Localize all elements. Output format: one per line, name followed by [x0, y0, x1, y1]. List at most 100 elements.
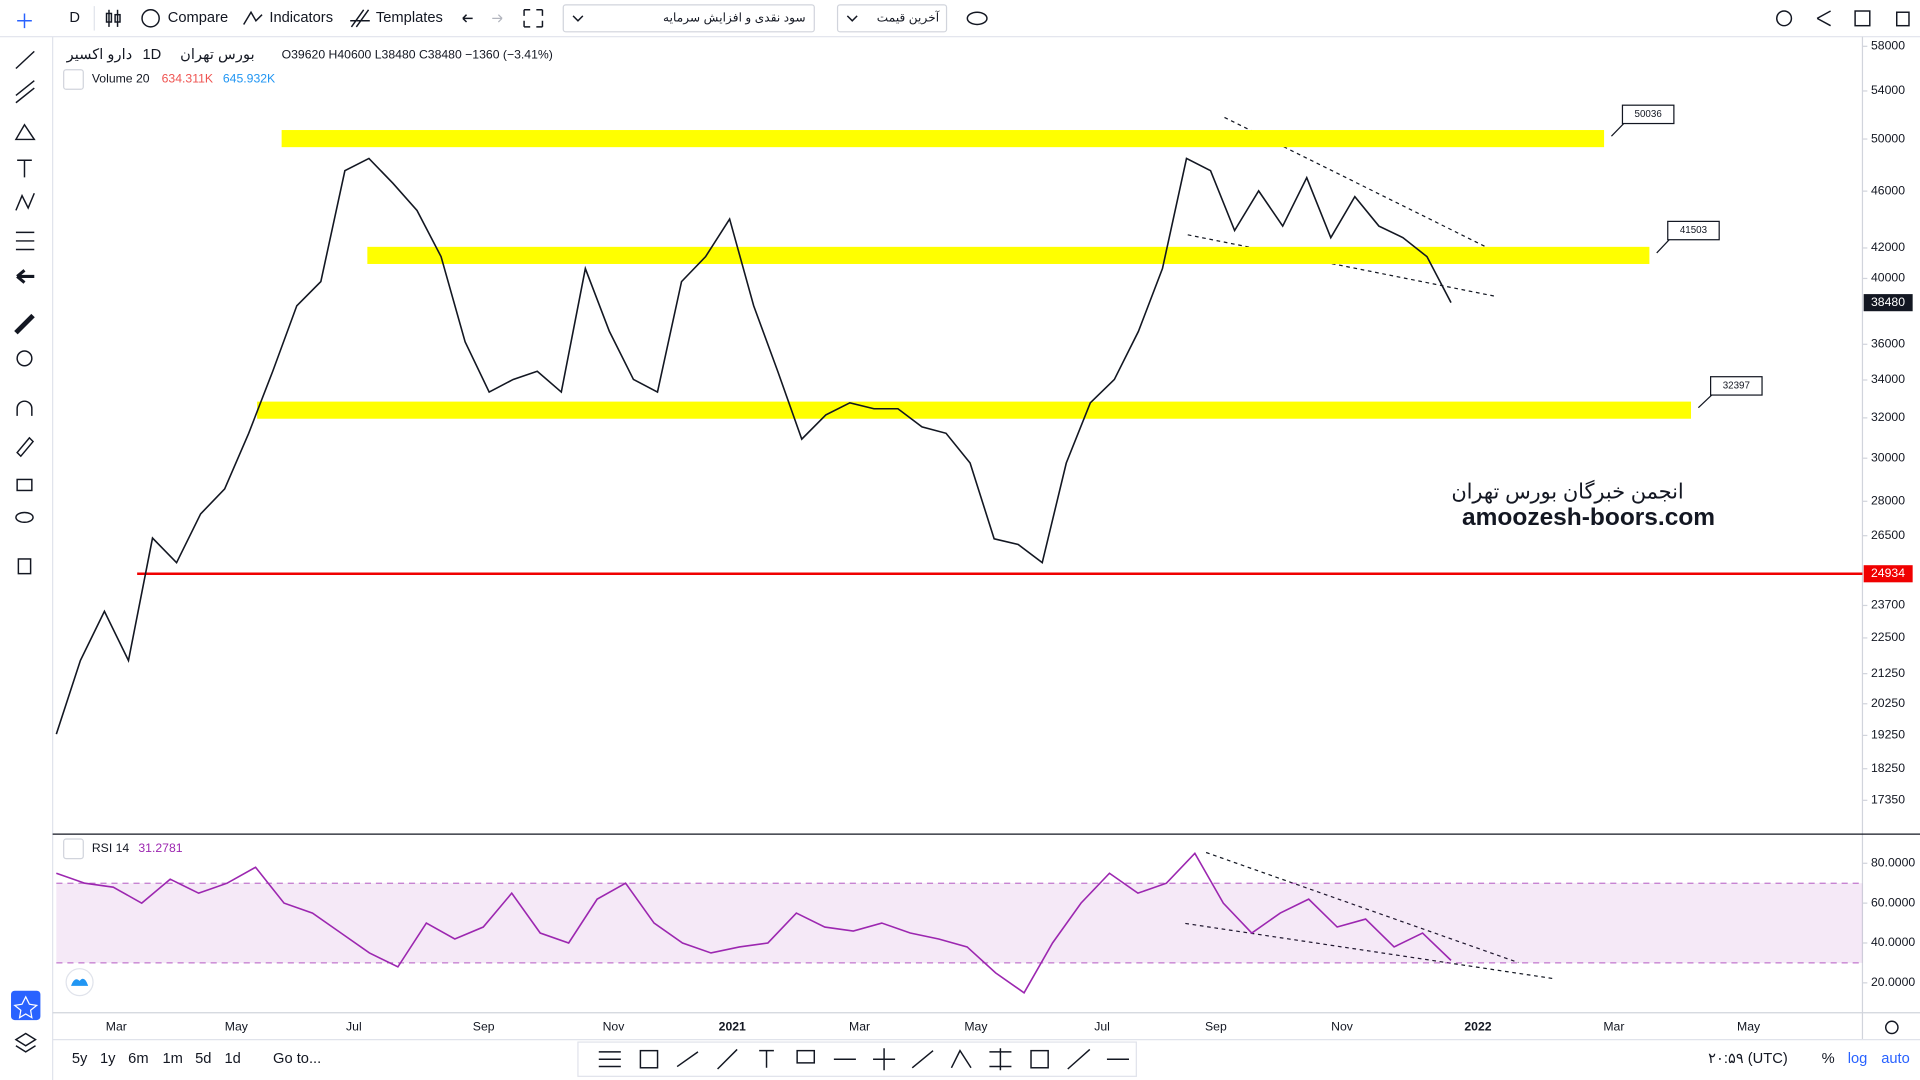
- tool[interactable]: [989, 1048, 1012, 1071]
- layers-button[interactable]: [14, 1032, 37, 1053]
- level-label: 32397: [1723, 380, 1750, 391]
- x-tick-label: Nov: [1331, 1020, 1354, 1034]
- x-tick-label: May: [964, 1020, 988, 1034]
- remove-tool[interactable]: [17, 558, 32, 575]
- lock-drawing-tool[interactable]: [16, 436, 35, 458]
- support-axis-label: 24934: [1871, 566, 1905, 580]
- collapse-button[interactable]: [63, 838, 84, 860]
- templates-button[interactable]: Templates: [376, 10, 443, 26]
- y-tick-label: 46000: [1871, 183, 1905, 197]
- tool[interactable]: [796, 1049, 816, 1064]
- crosshair-tool[interactable]: [17, 13, 32, 29]
- rsi-tick-label: 40.0000: [1871, 935, 1915, 949]
- x-tick-label: Mar: [849, 1020, 870, 1034]
- range-button[interactable]: 5d: [195, 1051, 211, 1067]
- rsi-tick-label: 20.0000: [1871, 975, 1915, 989]
- legend-ohlc: O39620 H40600 L38480 C38480 −1360 (−3.41…: [282, 47, 553, 61]
- legend-symbol: دارو اکسیر: [66, 47, 133, 63]
- x-tick-label: 2022: [1464, 1020, 1491, 1034]
- tool[interactable]: [911, 1050, 934, 1069]
- rsi-line: [56, 851, 1452, 994]
- compare-icon[interactable]: [141, 9, 160, 28]
- tool[interactable]: [759, 1049, 774, 1068]
- magnet-tool[interactable]: [16, 400, 33, 416]
- hide-tool[interactable]: [15, 511, 34, 523]
- auto-toggle[interactable]: auto: [1881, 1051, 1910, 1067]
- tool[interactable]: [1030, 1049, 1049, 1069]
- ruler-tool[interactable]: [14, 313, 35, 335]
- level-label: 50036: [1635, 109, 1663, 120]
- rsi-label: RSI 14: [92, 841, 130, 855]
- undo-button[interactable]: [462, 14, 473, 23]
- tool[interactable]: [676, 1051, 699, 1068]
- legend-interval: 1D: [142, 47, 161, 63]
- y-tick-label: 30000: [1871, 450, 1905, 464]
- rsi-tick-label: 60.0000: [1871, 895, 1915, 909]
- symbol-dropdown-label: سود نقدی و افزایش سرمایه: [663, 11, 806, 25]
- share-button[interactable]: [1816, 10, 1831, 27]
- interval-button[interactable]: D: [69, 10, 80, 26]
- lock-tool[interactable]: [16, 478, 33, 492]
- trendline-tool[interactable]: [15, 50, 35, 70]
- tool[interactable]: [1067, 1048, 1091, 1070]
- indicators-icon[interactable]: [243, 10, 263, 25]
- y-tick-label: 17350: [1871, 793, 1905, 807]
- prediction-tool[interactable]: [15, 231, 35, 251]
- templates-icon[interactable]: [350, 9, 370, 28]
- level-band: [367, 246, 1650, 264]
- y-tick-label: 36000: [1871, 337, 1905, 351]
- range-button[interactable]: 1y: [100, 1051, 116, 1067]
- tool[interactable]: [950, 1049, 972, 1069]
- rsi-band: [56, 883, 1863, 963]
- compare-button[interactable]: Compare: [168, 10, 228, 26]
- y-tick-label: 50000: [1871, 131, 1905, 145]
- last-price-label: 38480: [1871, 295, 1905, 309]
- price-dropdown-label: آخرین قیمت: [877, 10, 940, 25]
- tool[interactable]: [873, 1048, 896, 1071]
- range-buttons: 5y 1y 6m 1m 5d 1d: [72, 1051, 241, 1067]
- pitchfork-tool[interactable]: [15, 80, 35, 104]
- fullscreen-toggle[interactable]: [1896, 11, 1910, 27]
- rsi-tick-label: 80.0000: [1871, 856, 1915, 870]
- tool[interactable]: [717, 1048, 738, 1070]
- redo-button[interactable]: [492, 14, 503, 23]
- text-tool[interactable]: [17, 159, 32, 178]
- symbol-dropdown[interactable]: [562, 4, 815, 33]
- y-tick-label: 34000: [1871, 372, 1905, 386]
- x-tick-label: Jul: [346, 1020, 362, 1034]
- watchlist-button[interactable]: [11, 990, 41, 1021]
- price-dropdown[interactable]: [836, 4, 948, 33]
- tool[interactable]: [598, 1051, 621, 1068]
- x-tick-label: Mar: [1603, 1020, 1624, 1034]
- shape-tool[interactable]: [14, 123, 36, 141]
- timezone[interactable]: ۲۰:۵۹ (UTC): [1708, 1051, 1788, 1067]
- chart-style-button[interactable]: [105, 9, 121, 27]
- log-toggle[interactable]: log: [1848, 1051, 1868, 1067]
- range-button[interactable]: 1m: [162, 1051, 182, 1067]
- range-button[interactable]: 5y: [72, 1051, 88, 1067]
- collapse-button[interactable]: [63, 69, 84, 90]
- x-tick-label: Nov: [603, 1020, 626, 1034]
- visibility-button[interactable]: [966, 11, 988, 26]
- snapshot-button[interactable]: [1854, 10, 1871, 27]
- y-tick-label: 54000: [1871, 83, 1905, 97]
- range-button[interactable]: 6m: [128, 1051, 148, 1067]
- percent-toggle[interactable]: %: [1822, 1051, 1835, 1067]
- axis-settings[interactable]: [1884, 1020, 1899, 1035]
- zoom-tool[interactable]: [16, 350, 33, 367]
- back-tool[interactable]: [16, 269, 35, 284]
- star-icon: [13, 995, 39, 1019]
- pattern-tool[interactable]: [15, 192, 35, 211]
- y-tick-label: 28000: [1871, 494, 1905, 508]
- range-button[interactable]: 1d: [224, 1051, 240, 1067]
- tool[interactable]: [639, 1049, 659, 1069]
- drawing-tools: [14, 13, 36, 575]
- rsi-value: 31.2781: [138, 841, 182, 855]
- indicators-button[interactable]: Indicators: [269, 10, 333, 26]
- goto-button[interactable]: Go to...: [273, 1051, 321, 1067]
- fullscreen-button[interactable]: [523, 9, 544, 28]
- drawing-toolbar: [577, 1041, 1137, 1077]
- settings-button[interactable]: [1776, 10, 1793, 27]
